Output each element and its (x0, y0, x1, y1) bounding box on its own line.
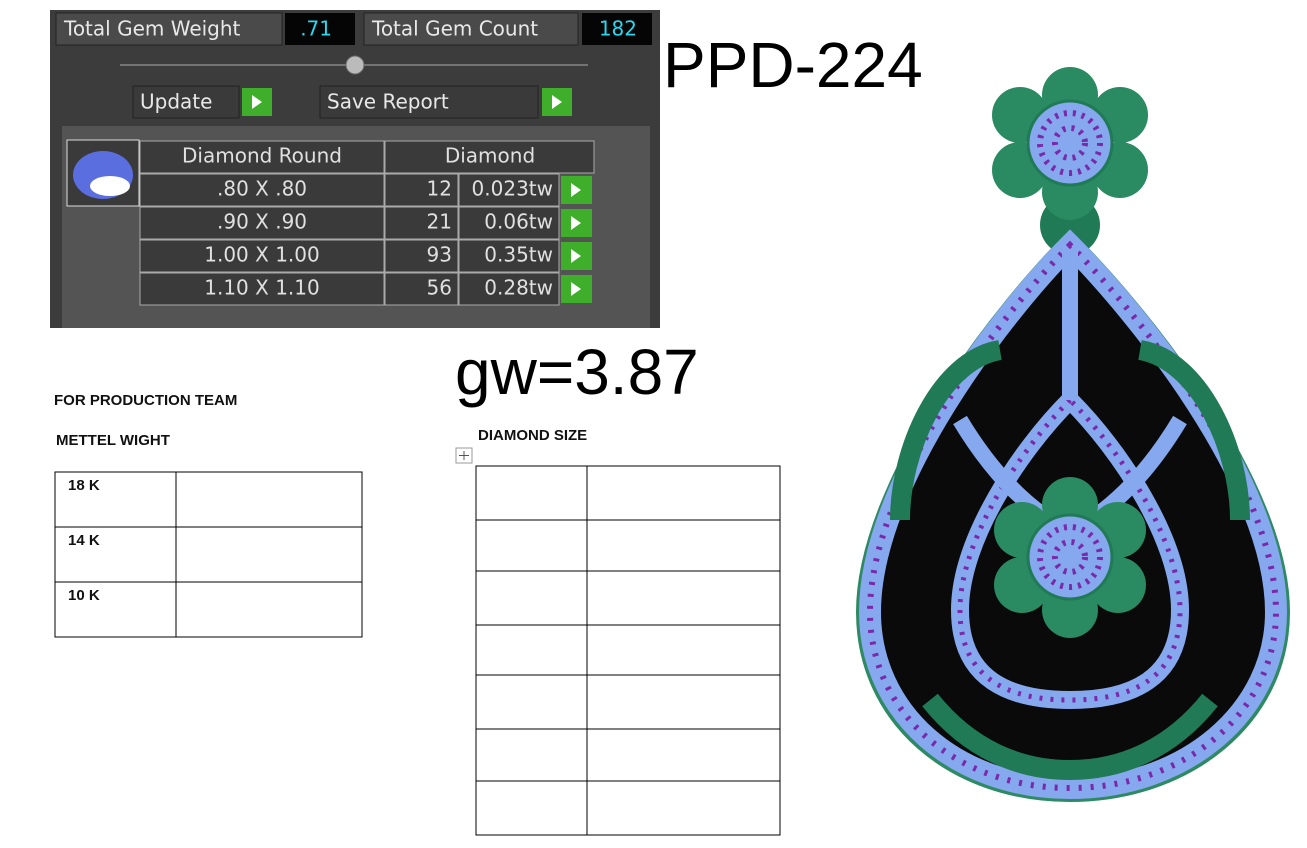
cell (458, 239, 560, 273)
value-box (582, 13, 652, 45)
cell (384, 173, 459, 207)
cell (139, 272, 385, 306)
arrow-icon (571, 216, 581, 230)
cell-text: 0.28tw (484, 276, 553, 300)
inner-stones (957, 396, 1183, 703)
metal-table: 18 K 14 K 10 K (54, 471, 363, 638)
cell-text: 12 (427, 177, 452, 201)
cell-text: 1.10 X 1.10 (204, 276, 319, 300)
cell-text: 1.00 X 1.00 (204, 243, 319, 267)
diamond-size-title: DIAMOND SIZE (478, 427, 587, 444)
cell-text: .80 X .80 (217, 177, 307, 201)
cell-text: .90 X .90 (217, 210, 307, 234)
save-button[interactable]: Save Report (327, 90, 449, 114)
label-box (363, 12, 579, 46)
cell (384, 239, 459, 273)
value-box (285, 13, 355, 45)
count-label: Total Gem Count (371, 17, 538, 41)
button[interactable] (132, 85, 240, 119)
table-border (475, 465, 781, 836)
cell-text: 0.023tw (472, 177, 553, 201)
cell (384, 272, 459, 306)
header-cell (139, 140, 385, 174)
center-flower (994, 477, 1146, 638)
cell (139, 239, 385, 273)
cell (175, 526, 363, 583)
label-box (55, 12, 283, 46)
cell-text: 0.06tw (484, 210, 553, 234)
production-title: FOR PRODUCTION TEAM (54, 392, 237, 409)
cell (458, 206, 560, 240)
cell (458, 272, 560, 306)
metal-label: 14 K (68, 532, 100, 549)
cell (175, 471, 363, 528)
cell (139, 173, 385, 207)
move-icon (459, 451, 469, 460)
cell-text: 56 (427, 276, 452, 300)
metal-label: 10 K (68, 587, 100, 604)
header-text: Diamond (445, 144, 535, 168)
gem-panel: Total Gem Weight .71 Total Gem Count 182… (50, 10, 660, 328)
slider-knob[interactable] (345, 55, 365, 75)
arrow-icon (571, 183, 581, 197)
cell-text: 93 (427, 243, 452, 267)
design-code: PPD-224 (663, 29, 923, 101)
cell-text: 21 (427, 210, 452, 234)
weight-value: .71 (300, 17, 332, 41)
cell-text: 0.35tw (484, 243, 553, 267)
arrow-icon (571, 282, 581, 296)
cell (139, 206, 385, 240)
arrow-icon (571, 249, 581, 263)
cell (384, 206, 459, 240)
header-text: Diamond Round (182, 144, 342, 168)
metal-label: 18 K (68, 477, 100, 494)
table-line (476, 519, 780, 782)
cell (458, 173, 560, 207)
pendant-render (855, 67, 1291, 803)
cell (175, 581, 363, 638)
header-cell (384, 140, 595, 174)
metal-label: METTEL WIGHT (56, 432, 170, 449)
gem-shine (90, 176, 130, 196)
button[interactable] (319, 85, 539, 119)
arrow-icon (252, 95, 262, 109)
top-flower (992, 67, 1148, 220)
count-value: 182 (599, 17, 637, 41)
weight-label: Total Gem Weight (63, 17, 241, 41)
diamond-size-table (475, 465, 781, 836)
gem-table: Diamond Round Diamond .80 X .80 12 0.023tw .9… (139, 140, 595, 306)
arrow-icon (552, 95, 562, 109)
gold-weight: gw=3.87 (455, 336, 699, 408)
scroll-work (890, 340, 1250, 781)
update-button[interactable]: Update (140, 90, 212, 114)
